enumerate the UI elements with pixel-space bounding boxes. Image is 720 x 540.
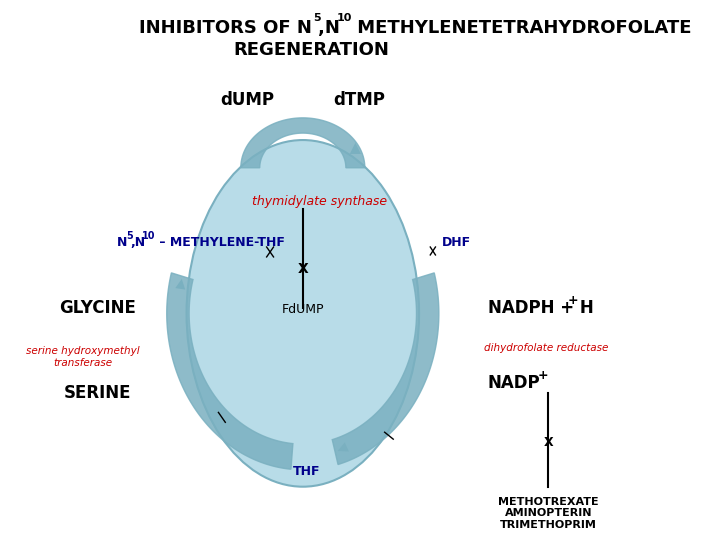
Text: SERINE: SERINE: [64, 383, 132, 402]
Text: DHF: DHF: [442, 235, 472, 248]
Text: 10: 10: [336, 14, 352, 23]
Text: dTMP: dTMP: [333, 91, 384, 109]
Text: serine hydroxymethyl
transferase: serine hydroxymethyl transferase: [27, 346, 140, 368]
Text: GLYCINE: GLYCINE: [60, 299, 136, 318]
Polygon shape: [240, 118, 365, 168]
Polygon shape: [332, 273, 439, 464]
Text: X: X: [544, 436, 553, 449]
Text: REGENERATION: REGENERATION: [233, 41, 390, 59]
Text: 5: 5: [126, 231, 133, 241]
Text: THF: THF: [293, 465, 321, 478]
Text: INHIBITORS OF N: INHIBITORS OF N: [138, 19, 312, 37]
Text: dUMP: dUMP: [220, 91, 274, 109]
Text: +: +: [538, 369, 549, 382]
Text: ,N: ,N: [130, 235, 145, 248]
Polygon shape: [167, 273, 293, 469]
Text: N: N: [117, 235, 127, 248]
Text: 10: 10: [142, 231, 156, 241]
Text: 5: 5: [313, 14, 321, 23]
Text: thymidylate synthase: thymidylate synthase: [253, 194, 387, 207]
Ellipse shape: [186, 140, 419, 487]
Text: dihydrofolate reductase: dihydrofolate reductase: [484, 343, 608, 353]
Text: X: X: [297, 262, 308, 276]
Text: +: +: [567, 294, 578, 307]
Text: METHYLENETETRAHYDROFOLATE: METHYLENETETRAHYDROFOLATE: [351, 19, 691, 37]
Text: NADPH + H: NADPH + H: [488, 299, 594, 318]
Text: METHOTREXATE
AMINOPTERIN
TRIMETHOPRIM: METHOTREXATE AMINOPTERIN TRIMETHOPRIM: [498, 497, 598, 530]
Text: ,N: ,N: [318, 19, 340, 37]
Text: NADP: NADP: [488, 374, 541, 391]
Text: FdUMP: FdUMP: [282, 303, 324, 316]
Text: – METHYLENE-THF: – METHYLENE-THF: [155, 235, 284, 248]
